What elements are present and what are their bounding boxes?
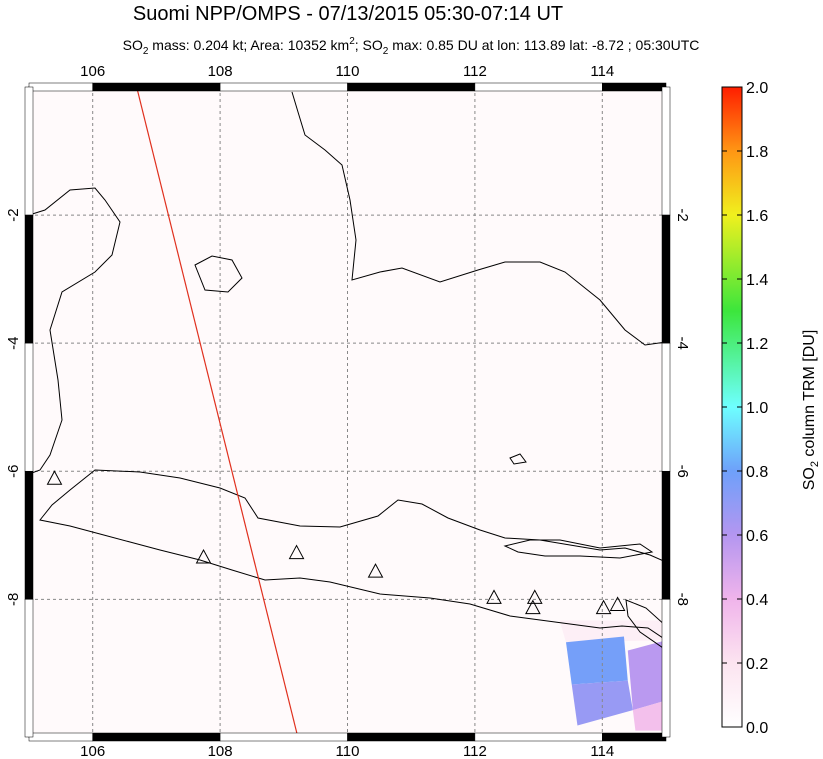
colorbar-tick-label: 1.4 xyxy=(746,272,768,289)
colorbar-tick-label: 0.0 xyxy=(746,720,768,737)
colorbar-ticks: 0.0 0.2 0.4 0.6 0.8 1.0 1.2 1.4 1.6 1.8 2.0 xyxy=(722,80,768,737)
frame-bar xyxy=(24,342,34,472)
coastlines xyxy=(29,91,666,651)
subtitle-subscript: 2 xyxy=(143,46,149,57)
colorbar-tick-label: 1.0 xyxy=(746,400,768,417)
y-tick-label: -6 xyxy=(674,465,691,478)
colorbar-tick-label: 0.8 xyxy=(746,464,768,481)
frame-bar xyxy=(92,732,221,742)
frame-bar xyxy=(219,732,348,742)
frame-bar xyxy=(661,214,671,344)
frame-bar xyxy=(661,86,671,216)
colorbar-tick-label: 1.8 xyxy=(746,144,768,161)
chart-subtitle: SO2 mass: 0.204 kt; Area: 10352 km2; SO2… xyxy=(123,36,700,57)
frame-ticks: 106 106 108 108 110 110 112 112 114 114 -2 -2 -4 -4 -6… xyxy=(5,63,691,759)
grid xyxy=(29,87,666,737)
colorbar-label-part: SO xyxy=(801,467,818,490)
colorbar-tick-label: 0.2 xyxy=(746,656,768,673)
x-tick-label: 114 xyxy=(590,63,614,80)
volcano xyxy=(195,548,212,564)
colorbar-label-subscript: 2 xyxy=(809,461,821,467)
frame-bar xyxy=(347,82,476,92)
y-tick-label: -2 xyxy=(674,208,691,221)
frame-bar xyxy=(24,470,34,600)
frame-bar xyxy=(661,599,671,738)
volcano xyxy=(46,470,63,485)
volcano xyxy=(288,544,305,560)
so2-cell xyxy=(627,640,666,711)
y-tick-label: -2 xyxy=(5,208,22,221)
colorbar-tick-label: 1.2 xyxy=(746,336,768,353)
y-tick-label: -8 xyxy=(5,593,22,606)
subtitle-part: SO xyxy=(123,37,143,53)
frame-bar xyxy=(24,86,34,216)
so2-cell xyxy=(571,680,633,726)
x-tick-label: 114 xyxy=(590,743,614,759)
colorbar-label: SO2 column TRM [DU] xyxy=(801,330,821,491)
frame-bar xyxy=(474,82,603,92)
subtitle-subscript: 2 xyxy=(383,46,389,57)
coastline-borneo xyxy=(291,91,666,346)
chart-title: Suomi NPP/OMPS - 07/13/2015 05:30-07:14 … xyxy=(133,3,563,25)
so2-cell xyxy=(632,700,666,731)
colorbar-tick-label: 1.6 xyxy=(746,208,768,225)
volcano xyxy=(367,563,384,578)
colorbar-tick-label: 2.0 xyxy=(746,80,768,97)
coastline-java xyxy=(39,469,666,641)
subtitle-part: ; SO xyxy=(355,37,383,53)
x-tick-label: 108 xyxy=(208,63,233,80)
x-tick-label: 110 xyxy=(336,743,360,759)
coastline-island xyxy=(509,453,527,465)
frame-bar xyxy=(474,732,603,742)
x-tick-label: 110 xyxy=(336,63,360,80)
coastline-bali xyxy=(625,599,666,651)
x-tick-label: 108 xyxy=(208,743,233,759)
orbit-track xyxy=(136,87,299,737)
frame-bar xyxy=(28,82,93,92)
colorbar-label-part: column TRM [DU] xyxy=(801,330,818,461)
map-marks xyxy=(46,87,626,737)
y-tick-label: -4 xyxy=(674,336,691,349)
y-tick-label: -4 xyxy=(5,336,22,349)
coastline-madura xyxy=(503,539,654,559)
frame-bar xyxy=(24,214,34,344)
y-tick-label: -6 xyxy=(5,465,22,478)
frame-bar xyxy=(347,732,476,742)
so2-cell xyxy=(565,636,628,685)
volcano xyxy=(486,589,502,604)
subtitle-superscript: 2 xyxy=(349,36,355,47)
colorbar-tick-label: 0.6 xyxy=(746,528,768,545)
frame-bar xyxy=(602,82,667,92)
coastline-sumatra xyxy=(29,187,121,475)
frame-bar xyxy=(219,82,348,92)
x-tick-label: 112 xyxy=(463,63,487,80)
coastline-belitung xyxy=(194,255,243,293)
frame-bar xyxy=(661,342,671,472)
subtitle-part: mass: 0.204 kt; Area: 10352 km xyxy=(148,37,349,53)
frame-bar xyxy=(92,82,221,92)
subtitle-part: max: 0.85 DU at lon: 113.89 lat: -8.72 ;… xyxy=(388,37,699,53)
volcano xyxy=(595,599,612,615)
x-tick-label: 106 xyxy=(80,63,105,80)
x-tick-label: 106 xyxy=(80,743,105,759)
frame-bar xyxy=(661,470,671,600)
frame-bar xyxy=(24,599,34,738)
volcano xyxy=(609,596,626,611)
x-tick-label: 112 xyxy=(463,743,487,759)
colorbar-tick-label: 0.4 xyxy=(746,592,768,609)
frame-bar xyxy=(602,732,667,742)
volcano xyxy=(525,599,541,615)
frame-bar xyxy=(28,732,93,742)
y-tick-label: -8 xyxy=(674,593,691,606)
